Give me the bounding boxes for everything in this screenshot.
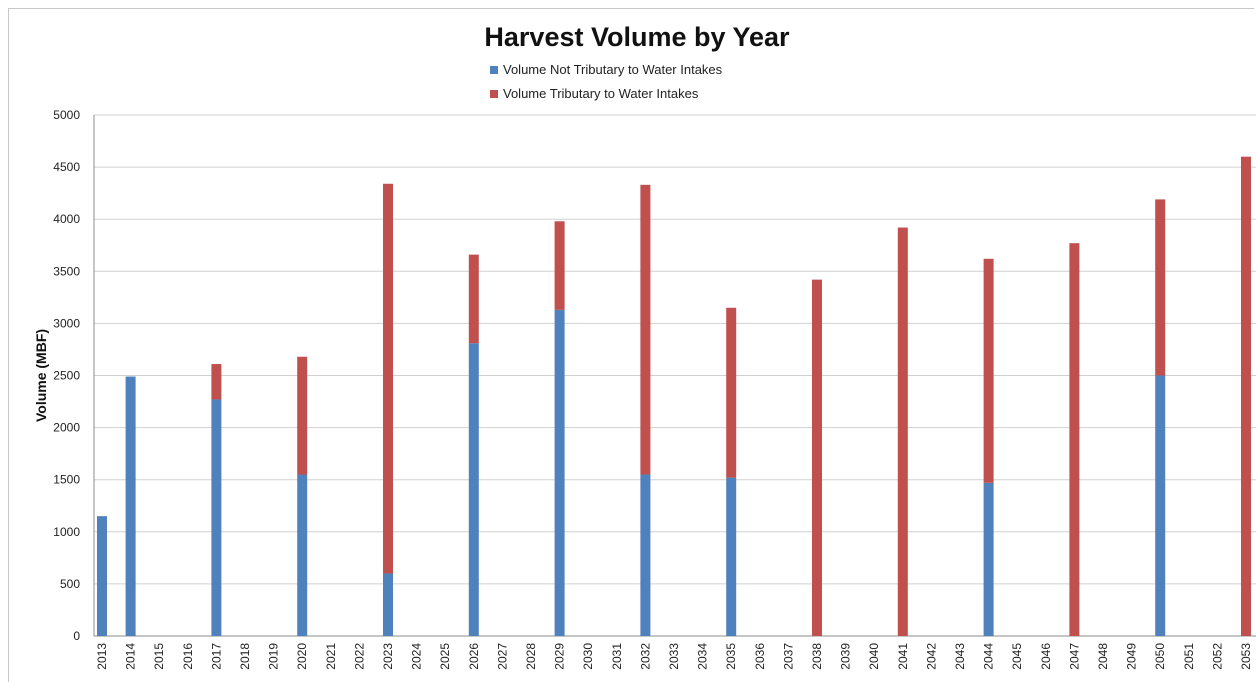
- bar-2047-series-2: [1069, 243, 1080, 636]
- bar-2017-series-2: [211, 364, 222, 400]
- bar-2044-series-1: [983, 482, 994, 636]
- bar-2014-series-1: [125, 376, 136, 636]
- y-tick-label-500: 500: [60, 577, 80, 591]
- legend-item-not-tributary: Volume Not Tributary to Water Intakes: [490, 62, 722, 77]
- bar-2032-series-2: [640, 184, 651, 475]
- x-tick-label-2037: 2037: [781, 643, 795, 670]
- y-tick-label-3000: 3000: [53, 316, 80, 330]
- bar-2023-series-2: [383, 183, 393, 574]
- x-tick-label-2040: 2040: [867, 643, 881, 670]
- x-tick-label-2036: 2036: [753, 643, 767, 670]
- y-tick-label-1500: 1500: [53, 473, 80, 487]
- legend-item-tributary: Volume Tributary to Water Intakes: [490, 86, 698, 101]
- x-tick-label-2021: 2021: [324, 643, 338, 670]
- x-tick-label-2049: 2049: [1125, 643, 1139, 670]
- x-tick-label-2041: 2041: [896, 643, 910, 670]
- bar-2026-series-2: [468, 254, 479, 344]
- x-tick-label-2019: 2019: [267, 643, 281, 670]
- y-tick-label-0: 0: [73, 629, 80, 643]
- bar-2050-series-1: [1155, 375, 1166, 636]
- x-tick-label-2053: 2053: [1239, 643, 1253, 670]
- x-tick-label-2022: 2022: [352, 643, 366, 670]
- bar-2050-series-2: [1155, 199, 1166, 376]
- bar-2023-series-1: [383, 573, 393, 636]
- x-tick-label-2048: 2048: [1096, 643, 1110, 670]
- y-tick-label-1000: 1000: [53, 525, 80, 539]
- bar-2020-series-1: [297, 474, 308, 636]
- bar-2038-series-2: [812, 279, 822, 636]
- chart-frame: [8, 8, 1254, 682]
- y-tick-label-5000: 5000: [53, 108, 80, 122]
- x-tick-label-2047: 2047: [1067, 643, 1081, 670]
- x-tick-label-2027: 2027: [495, 643, 509, 670]
- x-tick-label-2051: 2051: [1182, 643, 1196, 670]
- legend-label-not-tributary: Volume Not Tributary to Water Intakes: [503, 62, 723, 77]
- bar-2044-series-2: [983, 258, 994, 483]
- x-tick-label-2035: 2035: [724, 643, 738, 670]
- legend-swatch-not-tributary: [490, 66, 498, 74]
- x-tick-label-2026: 2026: [467, 643, 481, 670]
- x-tick-label-2024: 2024: [410, 643, 424, 670]
- x-tick-label-2042: 2042: [924, 643, 938, 670]
- y-tick-label-2500: 2500: [53, 369, 80, 383]
- x-tick-label-2045: 2045: [1010, 643, 1024, 670]
- bar-2020-series-2: [297, 356, 308, 475]
- x-tick-label-2033: 2033: [667, 643, 681, 670]
- x-tick-label-2043: 2043: [953, 643, 967, 670]
- y-axis-title: Volume (MBF): [33, 329, 49, 422]
- chart-title: Harvest Volume by Year: [484, 22, 790, 52]
- x-tick-label-2013: 2013: [95, 643, 109, 670]
- x-tick-label-2046: 2046: [1039, 643, 1053, 670]
- x-tick-label-2032: 2032: [638, 643, 652, 670]
- x-tick-label-2038: 2038: [810, 643, 824, 670]
- bar-2026-series-1: [468, 343, 479, 636]
- x-tick-label-2029: 2029: [553, 643, 567, 670]
- x-tick-label-2052: 2052: [1210, 643, 1224, 670]
- x-tick-label-2023: 2023: [381, 643, 395, 670]
- x-tick-label-2039: 2039: [839, 643, 853, 670]
- bar-2053-series-2: [1241, 156, 1251, 636]
- bar-2017-series-1: [211, 399, 222, 636]
- legend-swatch-tributary: [490, 90, 498, 98]
- bar-2035-series-2: [726, 307, 737, 478]
- x-tick-label-2050: 2050: [1153, 643, 1167, 670]
- x-tick-label-2044: 2044: [982, 643, 996, 670]
- y-tick-label-2000: 2000: [53, 421, 80, 435]
- x-tick-label-2034: 2034: [696, 643, 710, 670]
- x-tick-label-2014: 2014: [124, 643, 138, 670]
- x-tick-label-2016: 2016: [181, 643, 195, 670]
- x-tick-label-2030: 2030: [581, 643, 595, 670]
- bar-2029-series-1: [554, 309, 565, 636]
- x-tick-label-2017: 2017: [209, 643, 223, 670]
- x-tick-label-2015: 2015: [152, 643, 166, 670]
- bar-2013-series-1: [97, 516, 107, 636]
- legend-label-tributary: Volume Tributary to Water Intakes: [503, 86, 699, 101]
- bar-2041-series-2: [897, 227, 908, 636]
- x-tick-label-2018: 2018: [238, 643, 252, 670]
- y-tick-label-4000: 4000: [53, 212, 80, 226]
- bar-2035-series-1: [726, 477, 737, 636]
- y-tick-label-3500: 3500: [53, 264, 80, 278]
- bar-2032-series-1: [640, 474, 651, 636]
- x-tick-label-2025: 2025: [438, 643, 452, 670]
- x-tick-label-2028: 2028: [524, 643, 538, 670]
- y-tick-label-4500: 4500: [53, 160, 80, 174]
- x-tick-label-2020: 2020: [295, 643, 309, 670]
- bar-2029-series-2: [554, 221, 565, 310]
- x-tick-label-2031: 2031: [610, 643, 624, 670]
